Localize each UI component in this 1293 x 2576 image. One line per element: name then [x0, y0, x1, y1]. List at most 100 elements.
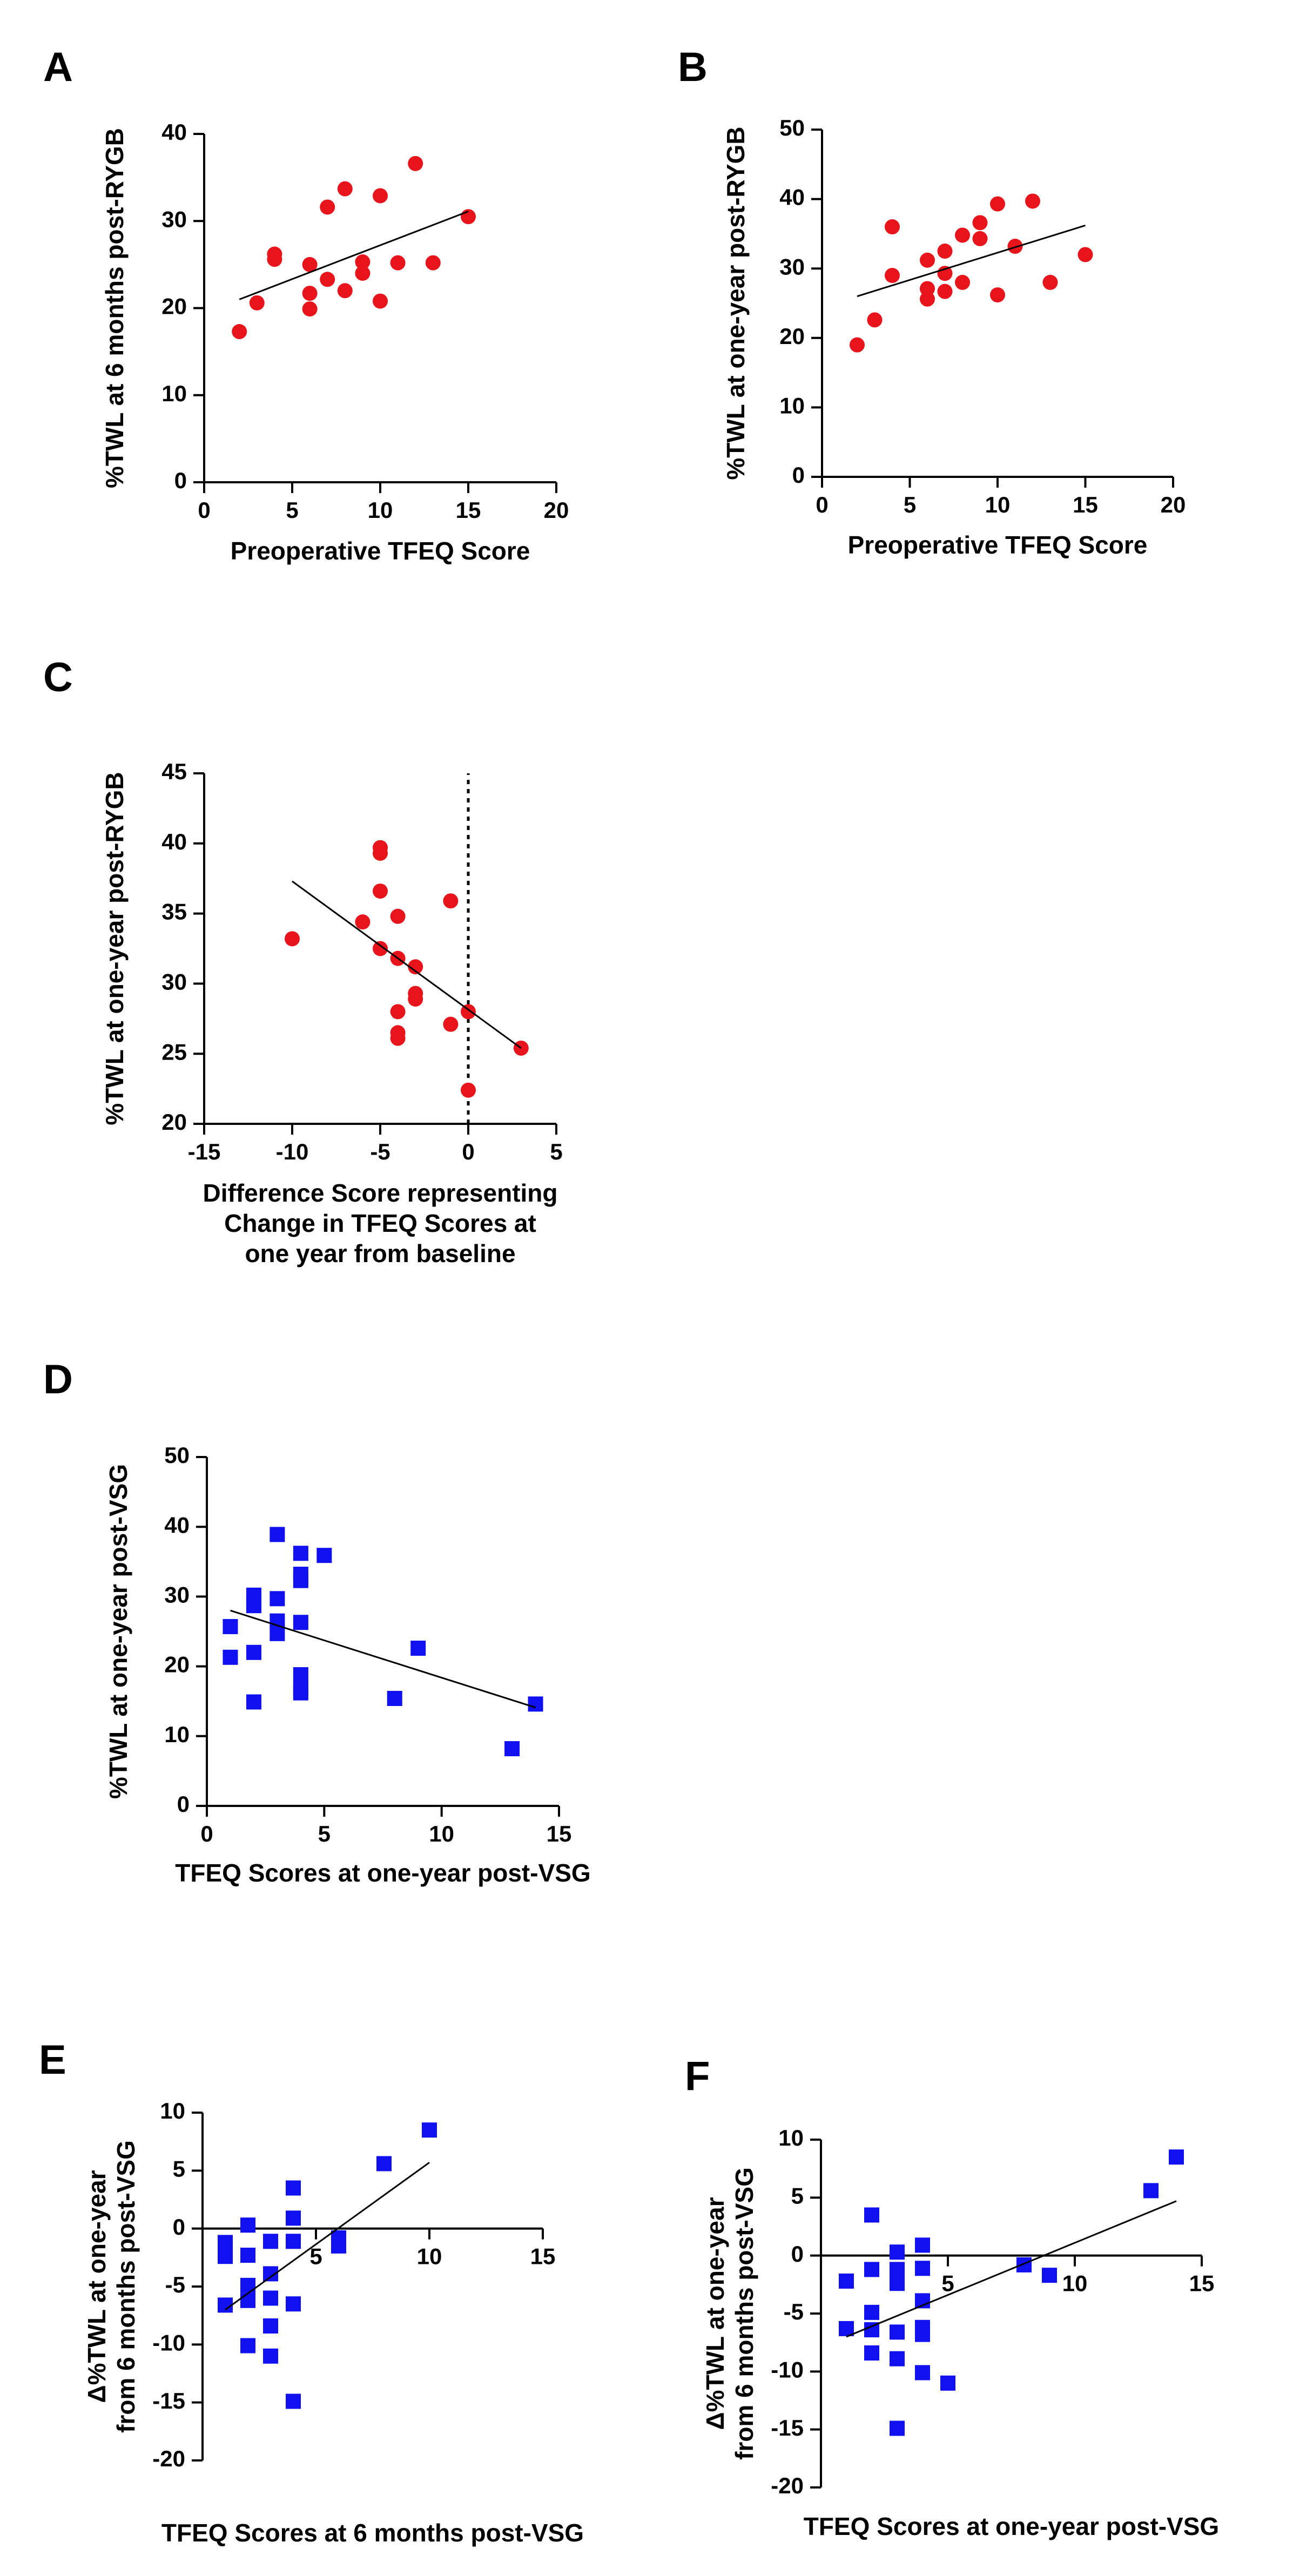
- x-tick-label: 20: [544, 497, 569, 523]
- y-axis-title: Δ%TWL at one-year: [83, 2170, 111, 2403]
- data-point: [920, 291, 935, 307]
- y-tick-label: 25: [161, 1039, 187, 1064]
- data-point: [293, 1546, 308, 1561]
- data-point: [890, 2420, 905, 2436]
- y-axis-title: %TWL at one-year post-RYGB: [100, 772, 129, 1125]
- panel-letter: B: [678, 44, 708, 90]
- data-point: [270, 1591, 285, 1607]
- x-axis-title: Preoperative TFEQ Score: [231, 537, 530, 565]
- x-axis-title: Preoperative TFEQ Score: [848, 531, 1148, 559]
- x-tick-label: 15: [1073, 492, 1098, 517]
- data-point: [263, 2318, 278, 2334]
- x-axis-title: TFEQ Scores at one-year post-VSG: [175, 1859, 590, 1887]
- y-tick-label: 20: [161, 1109, 187, 1135]
- x-tick-label: 10: [429, 1821, 454, 1846]
- data-point: [864, 2262, 879, 2277]
- data-point: [1007, 239, 1023, 254]
- data-point: [408, 991, 423, 1007]
- data-point: [246, 1644, 261, 1660]
- panel-letter: E: [39, 2037, 66, 2083]
- data-point: [218, 2249, 233, 2264]
- y-axis-title: %TWL at one-year post-VSG: [104, 1464, 132, 1799]
- x-tick-label: 15: [547, 1821, 572, 1846]
- y-tick-label: -5: [165, 2272, 185, 2297]
- data-point: [990, 196, 1005, 212]
- data-point: [461, 1004, 476, 1020]
- y-tick-label: -15: [152, 2388, 185, 2413]
- regression-line: [846, 2200, 1177, 2338]
- regression-line: [292, 880, 522, 1049]
- data-point: [890, 2351, 905, 2366]
- data-point: [218, 2297, 233, 2313]
- regression-line: [225, 2162, 430, 2311]
- data-point: [955, 274, 970, 290]
- y-tick-label: 30: [161, 969, 187, 994]
- x-axis-title: Difference Score representing: [203, 1179, 557, 1207]
- data-point: [885, 219, 900, 235]
- data-point: [373, 845, 388, 861]
- data-point: [390, 1004, 406, 1020]
- chart-panel-b: B 0 10 20 30 40 50 0 5 10 15 20 Preoperative TFEQ Sc…: [678, 44, 1186, 559]
- data-point: [286, 2210, 301, 2226]
- data-point: [320, 199, 335, 215]
- x-tick-label: 0: [462, 1139, 474, 1164]
- chart-panel-d: D 0 10 20 30 40 50 0 5 10 15 TFEQ Scores at one-yea…: [43, 1357, 591, 1887]
- x-tick-label: -5: [370, 1139, 390, 1164]
- x-axis-title: one year from baseline: [245, 1239, 515, 1267]
- data-point: [316, 1548, 332, 1563]
- x-tick-label: 5: [309, 2244, 322, 2269]
- y-tick-label: -10: [771, 2357, 804, 2382]
- data-point: [839, 2273, 854, 2289]
- data-point: [232, 324, 247, 340]
- data-point: [408, 959, 423, 975]
- x-tick-label: 10: [985, 492, 1011, 517]
- data-point: [1078, 247, 1093, 262]
- data-point: [915, 2237, 930, 2253]
- y-tick-label: 0: [174, 468, 187, 493]
- data-point: [422, 2122, 437, 2138]
- data-point: [915, 2365, 930, 2381]
- x-tick-label: 0: [816, 492, 828, 517]
- y-tick-label: 30: [779, 254, 805, 279]
- y-axis-title: %TWL at one-year post-RYGB: [722, 126, 750, 480]
- y-tick-label: 10: [779, 393, 805, 418]
- y-tick-label: 10: [160, 2098, 185, 2123]
- data-point: [390, 255, 406, 271]
- x-tick-label: -15: [188, 1139, 221, 1164]
- data-point: [293, 1573, 308, 1588]
- x-tick-label: 15: [530, 2244, 556, 2269]
- chart-panel-c: C 20 25 30 35 40 45 -15 -10 -5 0 5 Difference Score …: [43, 655, 563, 1267]
- data-point: [1042, 274, 1058, 290]
- x-axis-title: TFEQ Scores at one-year post-VSG: [804, 2512, 1219, 2540]
- y-tick-label: -20: [771, 2473, 804, 2498]
- data-point: [331, 2238, 346, 2254]
- y-tick-label: 0: [792, 462, 805, 488]
- data-point: [937, 284, 953, 299]
- y-tick-label: 20: [779, 323, 805, 349]
- y-axis-title: from 6 months post-VSG: [730, 2167, 758, 2460]
- data-point: [850, 337, 865, 353]
- x-tick-label: 0: [198, 497, 210, 523]
- data-point: [972, 215, 988, 231]
- data-point: [240, 2217, 255, 2233]
- y-tick-label: 50: [779, 115, 805, 140]
- data-point: [373, 293, 388, 309]
- data-point: [443, 893, 459, 909]
- data-point: [286, 2234, 301, 2249]
- y-tick-label: 35: [161, 899, 187, 925]
- y-tick-label: 40: [164, 1512, 190, 1537]
- panel-letter: D: [43, 1357, 73, 1402]
- y-tick-label: -5: [784, 2299, 804, 2324]
- y-tick-label: -15: [771, 2415, 804, 2440]
- data-point: [864, 2304, 879, 2320]
- x-axis-title: Change in TFEQ Scores at: [224, 1209, 536, 1237]
- data-point: [240, 2338, 255, 2354]
- data-point: [867, 312, 883, 328]
- x-tick-label: 15: [456, 497, 481, 523]
- chart-panel-f: F -20 -15 -10 -5 0 5 10 5 10 15 TFEQ Scores at one-…: [685, 2053, 1219, 2540]
- y-tick-label: 40: [161, 829, 187, 854]
- data-point: [246, 1694, 261, 1710]
- data-point: [425, 255, 441, 271]
- data-point: [890, 2276, 905, 2291]
- data-point: [1016, 2257, 1032, 2272]
